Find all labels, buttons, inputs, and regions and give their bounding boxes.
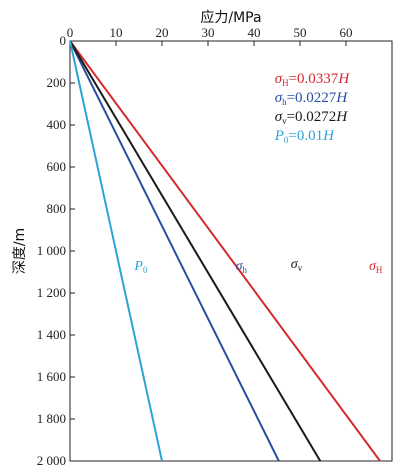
series-labels: σH σh σv P0 xyxy=(133,257,383,275)
legend: σH=0.0337H σh=0.0227H σv=0.0272H P0=0.01H xyxy=(274,71,351,145)
x-tick-label: 0 xyxy=(67,25,74,40)
legend-entry-h: σh=0.0227H xyxy=(275,90,349,107)
y-tick-label: 1 000 xyxy=(37,243,66,258)
legend-entry-v: σv=0.0272H xyxy=(275,109,349,126)
y-tick-label: 200 xyxy=(47,75,67,90)
series-line-H xyxy=(69,40,381,462)
y-tick-label: 600 xyxy=(47,159,67,174)
y-tick-label: 0 xyxy=(60,33,67,48)
x-tick-label: 60 xyxy=(340,25,353,40)
x-tick-label: 30 xyxy=(202,25,215,40)
y-axis-title: 深度/m xyxy=(12,228,28,274)
x-tick-label: 10 xyxy=(110,25,123,40)
series-line-0 xyxy=(69,40,163,462)
y-tick-label: 1 800 xyxy=(37,411,66,426)
series-label-0: P0 xyxy=(133,259,148,275)
series-label-H: σH xyxy=(369,259,383,275)
y-tick-label: 400 xyxy=(47,117,67,132)
series-lines xyxy=(69,40,381,462)
y-tick-label: 800 xyxy=(47,201,67,216)
legend-entry-H: σH=0.0337H xyxy=(275,71,351,88)
legend-entry-0: P0=0.01H xyxy=(274,128,335,145)
series-line-h xyxy=(69,40,280,462)
y-tick-label: 2 000 xyxy=(37,453,66,468)
series-line-v xyxy=(69,40,322,462)
x-tick-label: 40 xyxy=(248,25,261,40)
x-tick-label: 50 xyxy=(294,25,307,40)
y-tick-label: 1 200 xyxy=(37,285,66,300)
series-label-h: σh xyxy=(236,259,248,275)
x-axis-title: 应力/MPa xyxy=(200,9,261,26)
y-tick-label: 1 400 xyxy=(37,327,66,342)
x-tick-label: 20 xyxy=(156,25,169,40)
y-tick-label: 1 600 xyxy=(37,369,66,384)
series-label-v: σv xyxy=(291,257,303,273)
